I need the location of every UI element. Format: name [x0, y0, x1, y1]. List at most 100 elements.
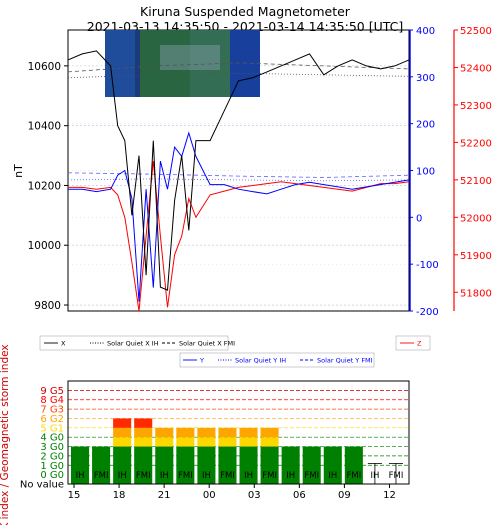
- x-series-line: [67, 50, 410, 291]
- k-level-label: 6 G2: [40, 414, 64, 425]
- left-tick-label: 10000: [28, 240, 61, 252]
- red-tick-label: 52100: [460, 176, 492, 187]
- k-bar-segment: [323, 446, 342, 484]
- k-level-label: 2 G0: [40, 451, 64, 462]
- quiet-x-fmi-line: [67, 62, 410, 73]
- top-series-layer: [67, 50, 410, 312]
- k-bar-segment: [302, 446, 321, 484]
- k-bar-segment: [197, 446, 216, 484]
- legend-label: X: [61, 340, 66, 348]
- k-bar-segment: [197, 427, 216, 438]
- k-bar-segment: [239, 437, 258, 447]
- k-bar-segment: [113, 427, 132, 438]
- legend-label: Solar Quiet X IH: [107, 340, 159, 348]
- red-tick-label: 52300: [460, 101, 492, 112]
- k-bar-source-label: FMI: [220, 471, 235, 481]
- blue-tick-label: 400: [416, 26, 435, 37]
- k-xtick-label: 06: [293, 490, 306, 501]
- blue-tick-label: -100: [416, 260, 439, 271]
- left-tick-label: 10600: [28, 61, 61, 73]
- k-bar-segment: [155, 446, 174, 484]
- top-axes: 9800 10000 10200 10400 10600 -200 -100 0 100 200 3…: [28, 26, 492, 318]
- chart-title: Kiruna Suspended Magnetometer: [140, 4, 351, 19]
- k-bar-segment: [197, 437, 216, 447]
- k-xtick-label: 21: [158, 490, 171, 501]
- k-level-label: 7 G3: [40, 405, 64, 416]
- k-level-label: 1 G0: [40, 461, 64, 472]
- k-bar-source-label: FMI: [136, 471, 151, 481]
- red-tick-label: 52500: [460, 26, 492, 37]
- quiet-y-fmi-line: [67, 172, 410, 178]
- k-bar-source-label: IH: [202, 471, 211, 481]
- k-xtick-label: 18: [113, 490, 126, 501]
- k-bar-segment: [176, 427, 195, 438]
- legend-box-x: [39, 335, 229, 351]
- k-bar-source-label: IH: [160, 471, 169, 481]
- k-xtick-label: 03: [248, 490, 261, 501]
- k-level-label: 5 G1: [40, 423, 64, 434]
- legend-label: Y: [199, 357, 204, 365]
- k-xtick-label: 09: [338, 490, 351, 501]
- k-bar-source-label: IH: [244, 471, 253, 481]
- left-axis-label: nT: [12, 164, 25, 178]
- k-bar-source-label: FMI: [94, 471, 109, 481]
- red-tick-label: 52000: [460, 213, 492, 224]
- k-index-bars: IH FMI IH FMI IH FMI IH FMI IH FMI IH FMI IH FMI IH FMI: [71, 418, 403, 484]
- k-bar-segment: [71, 446, 90, 484]
- k-bar-segment: [176, 446, 195, 484]
- k-plot-frame: [67, 380, 410, 485]
- k-bar-source-label: IH: [76, 471, 85, 481]
- k-bar-segment: [134, 427, 153, 438]
- k-level-label: 9 G5: [40, 386, 64, 397]
- red-tick-label: 51900: [460, 251, 492, 262]
- y-series-line: [68, 131, 410, 302]
- legend-box-z: [395, 335, 431, 351]
- k-bar-segment: [218, 437, 237, 447]
- k-bar-segment: [281, 446, 300, 484]
- k-bar-segment: [344, 446, 363, 484]
- k-level-label: 8 G4: [40, 395, 64, 406]
- left-tick-label: 9800: [34, 300, 61, 312]
- k-bar-source-label: IH: [118, 471, 127, 481]
- k-bar-segment: [218, 427, 237, 438]
- k-bar-segment: [113, 418, 132, 428]
- k-bar-segment: [134, 418, 153, 428]
- k-level-label: 0 G0: [40, 470, 64, 481]
- blue-tick-label: 0: [416, 213, 422, 224]
- k-bar-segment: [113, 446, 132, 484]
- k-bar-segment: [134, 446, 153, 484]
- k-axis-label: K index / Geomagnetic storm index: [0, 344, 11, 525]
- legend-label: Z: [417, 340, 422, 348]
- k-xtick-label: 00: [203, 490, 216, 501]
- legend: X Solar Quiet X IH Solar Quiet X FMI Z Y Sola…: [39, 335, 431, 368]
- k-xtick-label: 15: [68, 490, 81, 501]
- k-bar-segment: [113, 437, 132, 447]
- quiet-y-ih-line: [67, 178, 410, 182]
- legend-label: Solar Quiet Y IH: [235, 357, 286, 365]
- legend-box-y: [179, 352, 375, 368]
- k-bar-segment: [155, 427, 174, 438]
- k-bar-source-label: IH: [328, 471, 337, 481]
- blue-tick-label: 200: [416, 120, 435, 131]
- red-tick-label: 52400: [460, 63, 492, 74]
- legend-label: Solar Quiet Y FMI: [317, 357, 373, 365]
- k-bar-segment: [260, 446, 279, 484]
- k-bar-segment: [134, 437, 153, 447]
- legend-label: Solar Quiet X FMI: [179, 340, 235, 348]
- k-level-label: 3 G0: [40, 442, 64, 453]
- k-bar-source-label: FMI: [262, 471, 277, 481]
- k-xtick-label: 12: [383, 490, 396, 501]
- k-bar-segment: [239, 427, 258, 438]
- k-bar-source-label: IH: [370, 471, 379, 481]
- k-level-label: 4 G0: [40, 433, 64, 444]
- red-tick-label: 52200: [460, 138, 492, 149]
- k-level-label: No value: [20, 480, 64, 491]
- k-bar-segment: [176, 437, 195, 447]
- k-bar-source-label: FMI: [389, 471, 404, 481]
- blue-tick-label: 100: [416, 167, 435, 178]
- left-tick-label: 10400: [28, 121, 61, 133]
- red-tick-label: 51800: [460, 288, 492, 299]
- blue-tick-label: 300: [416, 73, 435, 84]
